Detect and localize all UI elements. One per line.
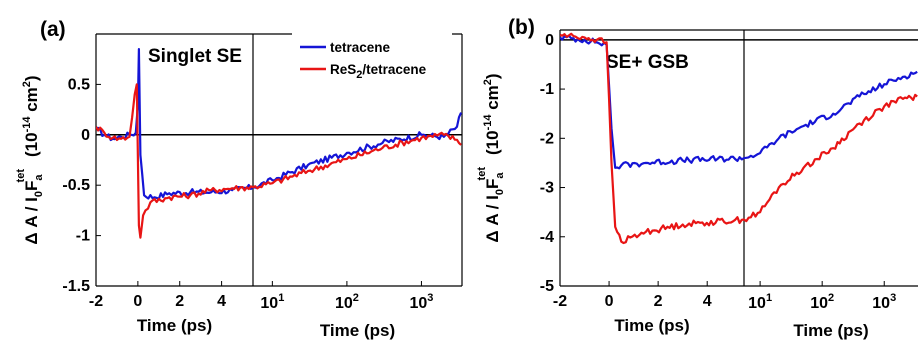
y-tick-label: -5 [540,278,554,295]
legend-label: ReS2/tetracene [330,62,427,81]
x-tick-label: 4 [703,293,712,310]
y-tick-label: -2 [540,130,554,147]
x-tick-label: 2 [654,293,663,310]
legend-box [292,32,452,78]
y-tick-label: -0.5 [62,177,90,194]
x-log-tick-label: 103 [409,292,433,312]
chart-panel-a: -1.5 -1 -0.5 0 0.5 -2 0 2 4 101 102 103 Time (ps) Tim… [15,18,463,340]
y-tick-label: -3 [540,180,554,197]
y-tick-label: -1.5 [62,278,90,295]
chart-annotation: SE+ GSB [606,52,689,73]
y-tick-label: 0.5 [68,76,90,93]
y-axis-label: Δ A / I0Fatet(10-14 cm2) [15,75,45,244]
x-log-tick-label: 101 [748,292,772,312]
legend: tetracene ReS2/tetracene [292,32,452,81]
series-line-tetracene [560,34,918,170]
series-group [560,32,918,245]
x-axis-label-linear: Time (ps) [137,316,212,335]
x-log-tick-label: 102 [335,292,359,312]
x-axis-label-log: Time (ps) [793,321,868,340]
x-tick-label: 4 [217,293,226,310]
x-axis-label-linear: Time (ps) [614,316,689,335]
y-tick-label: -1 [540,81,554,98]
panel-label: (b) [508,16,535,39]
panel-label: (a) [40,18,66,41]
x-log-tick-label: 103 [872,292,896,312]
chart-annotation: Singlet SE [148,46,242,67]
x-tick-label: 0 [133,293,142,310]
series-line-tetracene [96,47,462,201]
x-tick-label: 2 [175,293,184,310]
x-tick-label: 0 [605,293,614,310]
series-line-res2-tetracene [560,32,918,245]
y-tick-label: -4 [540,229,554,246]
y-tick-label: -1 [76,228,90,245]
y-tick-label: 0 [81,127,90,144]
x-axis-label-log: Time (ps) [320,321,395,340]
legend-label: tetracene [330,40,391,55]
x-tick-label: -2 [89,293,103,310]
x-tick-label: -2 [553,293,567,310]
y-axis-label: Δ A / I0Fatet(10-14 cm2) [476,73,506,242]
x-log-tick-label: 101 [260,292,284,312]
x-log-tick-label: 102 [810,292,834,312]
series-line-res2-tetracene [96,83,462,239]
series-group [96,47,462,239]
y-tick-label: 0 [545,32,554,49]
